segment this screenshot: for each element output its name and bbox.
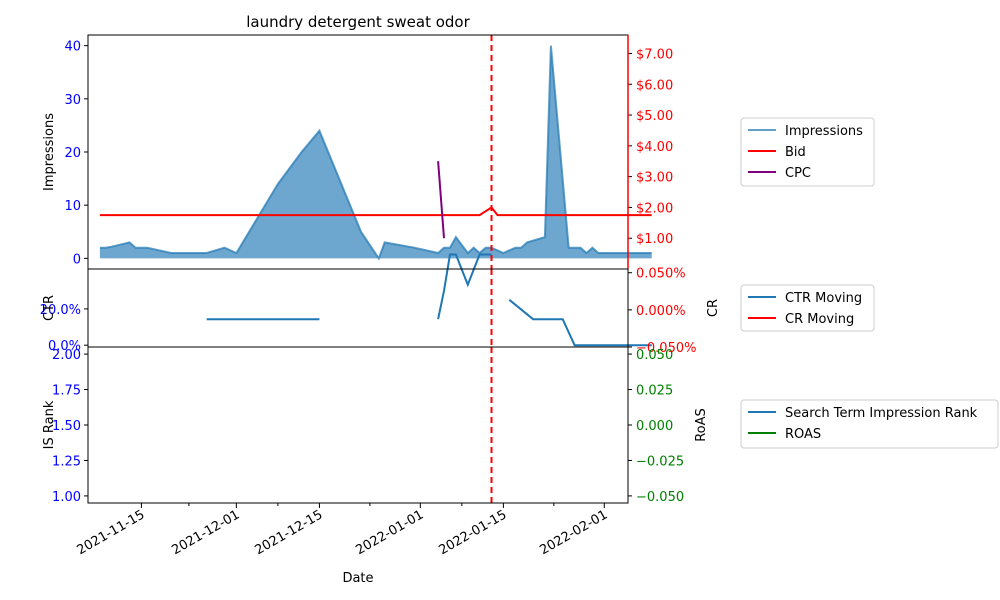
- right-tick-label-top-2: $3.00: [636, 171, 673, 186]
- legend-box-bottom: [740, 399, 999, 449]
- left-tick-label-bottom-1: 1.25: [52, 454, 81, 469]
- right-tick-label-top-0: $1.00: [636, 232, 673, 247]
- left-axis-label-bottom: IS Rank: [42, 400, 57, 449]
- series-top-2-line: [437, 161, 445, 239]
- left-axis-label-top: Impressions: [42, 113, 57, 191]
- right-tick-label-middle-1: 0.000%: [636, 304, 686, 319]
- left-tick-label-bottom-2: 1.50: [52, 419, 81, 434]
- legend-label-top-2: CPC: [785, 166, 811, 181]
- left-tick-label-bottom-4: 2.00: [52, 348, 81, 363]
- left-tick-label-bottom-0: 1.00: [52, 490, 81, 505]
- left-tick-label-top-2: 20: [64, 146, 81, 161]
- left-tick-label-top-0: 0: [73, 252, 81, 267]
- right-tick-label-bottom-2: 0.000: [636, 419, 673, 434]
- left-tick-label-middle-0: 0.0%: [48, 339, 81, 354]
- right-tick-label-middle-2: 0.050%: [636, 267, 686, 282]
- legend-label-middle-0: CTR Moving: [785, 291, 862, 306]
- left-tick-label-middle-1: 20.0%: [40, 303, 81, 318]
- legend-label-top-1: Bid: [785, 145, 806, 160]
- left-axis-label-middle: CTR: [42, 295, 57, 321]
- series-top-0-line: [99, 45, 652, 261]
- left-tick-label-top-3: 30: [64, 93, 81, 108]
- right-tick-label-middle-0: −0.050%: [636, 341, 696, 356]
- legends-layer: Impressions Bid CPC CTR Moving CR Moving Sear…: [740, 117, 999, 449]
- legend-label-bottom-1: ROAS: [785, 427, 821, 442]
- right-tick-label-top-1: $2.00: [636, 201, 673, 216]
- right-axis-label-middle: CR: [706, 299, 721, 317]
- legend-label-bottom-0: Search Term Impression Rank: [785, 406, 978, 421]
- left-tick-label-bottom-3: 1.75: [52, 384, 81, 399]
- legend-box-top: [740, 117, 875, 187]
- legend-label-top-0: Impressions: [785, 124, 863, 139]
- right-tick-label-top-6: $7.00: [636, 47, 673, 62]
- series-middle-0-line: [206, 253, 652, 347]
- right-tick-label-bottom-1: −0.025: [636, 454, 684, 469]
- right-tick-label-bottom-4: 0.050: [636, 348, 673, 363]
- right-tick-label-top-5: $6.00: [636, 78, 673, 93]
- right-tick-label-top-4: $5.00: [636, 109, 673, 124]
- x-axis-label: Date: [342, 571, 373, 586]
- right-tick-label-top-3: $4.00: [636, 140, 673, 155]
- right-tick-label-bottom-0: −0.050: [636, 490, 684, 505]
- left-tick-label-top-1: 10: [64, 199, 81, 214]
- right-axis-label-bottom: RoAS: [694, 408, 709, 442]
- data-layer: [99, 35, 652, 503]
- legend-label-middle-1: CR Moving: [785, 312, 854, 327]
- left-tick-label-top-4: 40: [64, 40, 81, 55]
- right-tick-label-bottom-3: 0.025: [636, 384, 673, 399]
- chart-title: laundry detergent sweat odor: [246, 13, 470, 31]
